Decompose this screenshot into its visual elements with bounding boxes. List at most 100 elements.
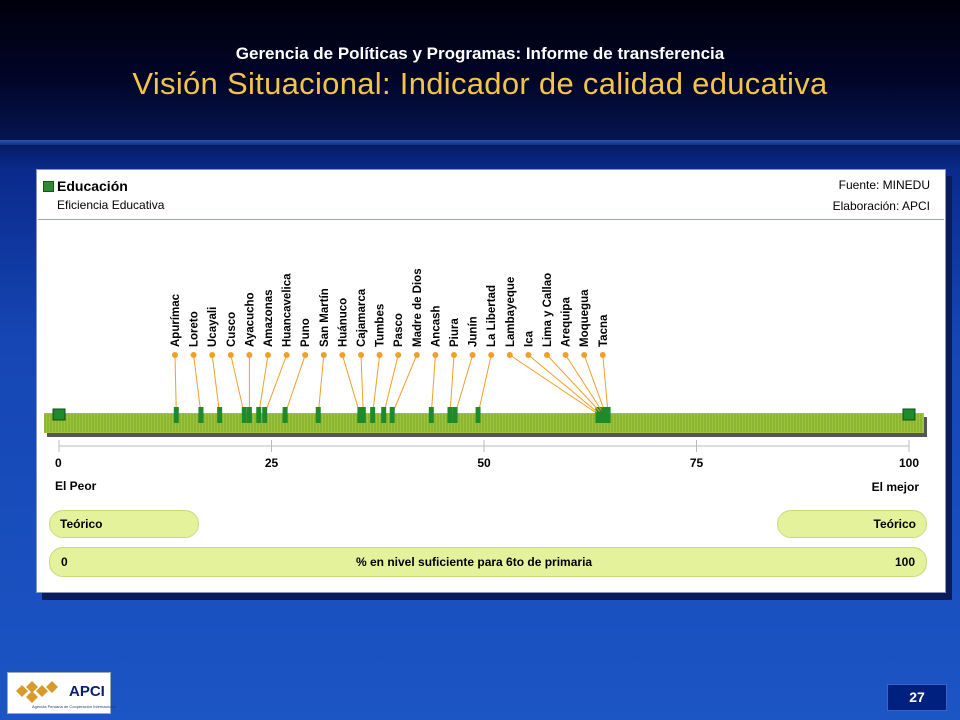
region-label: Moquegua xyxy=(579,289,591,347)
x-tick-label: 100 xyxy=(899,456,919,470)
region-label: Arequipa xyxy=(561,297,573,347)
connector-line xyxy=(372,354,381,415)
region-label: San Martín xyxy=(319,288,331,347)
label-dot xyxy=(265,352,271,358)
label-dot xyxy=(469,352,476,358)
x-tick-label: 50 xyxy=(477,456,491,470)
connector-line xyxy=(264,354,288,415)
region-label: Puno xyxy=(300,318,312,347)
region-marker xyxy=(173,407,179,423)
axis-caption-pill: 0 % en nivel suficiente para 6to de prim… xyxy=(49,547,927,577)
connector-line xyxy=(565,354,605,415)
connector-line xyxy=(477,354,492,415)
region-marker xyxy=(452,407,458,423)
connector-line xyxy=(341,354,361,415)
region-label: Madre de Dios xyxy=(412,268,424,347)
connector-line xyxy=(193,354,202,415)
region-label: Junín xyxy=(468,316,480,347)
x-tick-label: 25 xyxy=(265,456,279,470)
x-tick-label: 0 xyxy=(55,456,62,470)
panel-title: Educación xyxy=(57,178,128,194)
logo-caption: Agencia Peruana de Cooperación Internaci… xyxy=(32,704,117,709)
connector-line xyxy=(583,354,607,415)
region-label: Ucayali xyxy=(207,307,219,347)
label-dot xyxy=(451,352,457,358)
label-dot xyxy=(395,352,402,358)
connector-line xyxy=(258,354,269,415)
label-dot xyxy=(358,352,364,358)
label-dot xyxy=(172,352,178,358)
region-label: Huánuco xyxy=(337,298,349,347)
worst-label: El Peor xyxy=(55,479,97,493)
connector-line xyxy=(383,354,399,415)
label-dot xyxy=(227,352,234,358)
region-marker xyxy=(360,407,366,423)
theoretical-max-marker xyxy=(902,408,916,421)
label-dot xyxy=(209,352,216,358)
region-label: Pasco xyxy=(393,313,405,347)
region-label: La Libertad xyxy=(486,285,498,347)
label-dot xyxy=(302,352,309,358)
region-marker xyxy=(217,407,223,423)
label-dot xyxy=(599,352,606,358)
apci-emblem-icon xyxy=(16,681,58,703)
theoretical-right-label: Teórico xyxy=(873,517,916,531)
label-dot xyxy=(544,352,550,358)
label-dot xyxy=(581,352,588,358)
connector-line xyxy=(454,354,474,415)
theoretical-left-pill: Teórico xyxy=(49,510,199,538)
connector-line xyxy=(174,354,177,415)
label-dot xyxy=(562,352,569,358)
region-marker xyxy=(428,407,434,423)
connector-line xyxy=(509,354,599,415)
region-marker xyxy=(447,407,453,423)
region-marker xyxy=(198,407,204,423)
region-label: Ancash xyxy=(430,305,442,347)
label-dot xyxy=(506,352,513,358)
axis-min-label: 0 xyxy=(61,555,68,569)
source-label: Fuente: MINEDU xyxy=(838,178,930,192)
green-square-icon xyxy=(43,181,54,192)
region-marker xyxy=(282,407,288,423)
indicator-chart: Apurímac Loreto Ucayali Cusco Ayacucho Amazon… xyxy=(44,268,927,494)
region-label: Ica xyxy=(523,330,535,347)
region-label: Lambayeque xyxy=(505,277,517,347)
region-marker xyxy=(241,407,247,423)
connector-line xyxy=(230,354,245,415)
connector-line xyxy=(430,354,436,415)
region-marker xyxy=(262,407,268,423)
region-marker xyxy=(475,407,481,423)
chart-panel: Educación Eficiencia Educativa Fuente: M… xyxy=(36,169,946,593)
region-marker xyxy=(357,407,363,423)
slide-subtitle: Gerencia de Políticas y Programas: Infor… xyxy=(235,44,725,63)
region-marker xyxy=(605,407,611,423)
x-tick-label: 75 xyxy=(690,456,704,470)
label-dot xyxy=(432,352,439,358)
region-label: Amazonas xyxy=(263,289,275,347)
label-dot xyxy=(376,352,383,358)
connector-line xyxy=(449,354,455,415)
region-marker xyxy=(315,407,321,423)
connector-line xyxy=(391,354,418,415)
region-marker xyxy=(256,407,262,423)
region-label: Huancavelica xyxy=(282,273,294,347)
region-label: Apurímac xyxy=(170,293,182,347)
region-marker xyxy=(381,407,387,423)
label-dot xyxy=(190,352,197,358)
region-marker xyxy=(370,407,376,423)
connector-line xyxy=(546,354,603,415)
region-marker xyxy=(246,407,252,423)
theoretical-left-label: Teórico xyxy=(60,517,103,531)
connector-line xyxy=(284,354,306,415)
region-marker xyxy=(603,407,609,423)
region-label: Tumbes xyxy=(375,304,387,347)
slide-title: Visión Situacional: Indicador de calidad… xyxy=(132,66,828,101)
region-label: Lima y Callao xyxy=(542,273,554,347)
apci-logo: APCI Agencia Peruana de Cooperación Inte… xyxy=(7,672,116,714)
elaboration-label: Elaboración: APCI xyxy=(832,199,930,213)
label-dot xyxy=(246,352,253,358)
region-label: Loreto xyxy=(189,311,201,347)
region-label: Cajamarca xyxy=(356,288,368,347)
label-dot xyxy=(339,352,346,358)
region-label: Tacna xyxy=(598,314,610,347)
